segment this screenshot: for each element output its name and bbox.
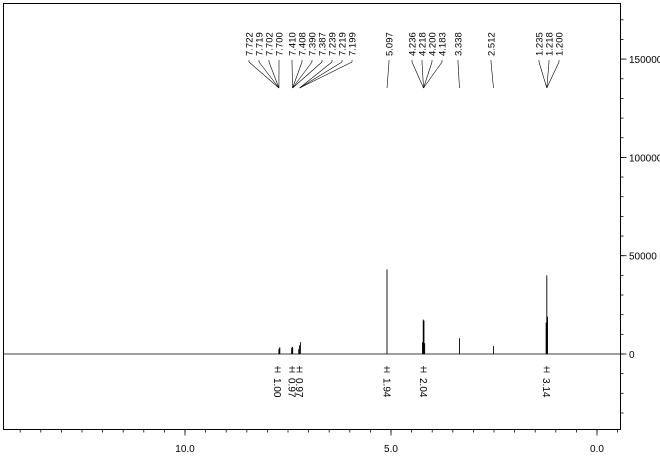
peak-leader xyxy=(299,61,333,89)
peak-label: 7.239 xyxy=(328,32,339,56)
peak-leader xyxy=(292,61,313,89)
peak-label: 7.410 xyxy=(288,32,299,56)
peak-label-leaders xyxy=(248,60,560,89)
peak-label: 4.200 xyxy=(428,32,439,56)
peak-leader xyxy=(457,61,460,89)
peak-label: 7.387 xyxy=(318,32,329,56)
peak-label: 5.097 xyxy=(385,32,396,56)
peak-leader xyxy=(546,61,560,89)
peak-leader xyxy=(258,61,280,89)
peak-leader xyxy=(299,61,343,89)
x-axis: 10.0 5.0 0.0 xyxy=(19,429,618,455)
peak-leader xyxy=(386,61,390,89)
integral-value: 0.97 xyxy=(286,378,297,398)
peak-label: 3.338 xyxy=(454,32,465,56)
y-tick-label: 0 xyxy=(629,350,635,361)
integral-value: 3.14 xyxy=(540,378,551,398)
peak-label: 7.722 xyxy=(245,32,256,56)
peak-leader xyxy=(292,61,323,89)
peak-label: 1.200 xyxy=(555,32,566,56)
integrals: 1.00 0.970.97 1.94 2.04 3.14 xyxy=(271,366,551,398)
x-tick-label: 5.0 xyxy=(384,444,398,455)
peak-leader xyxy=(268,61,280,89)
peak-label: 7.390 xyxy=(308,32,319,56)
peak-label: 7.408 xyxy=(298,32,309,56)
peak-labels: 7.722 7.719 7.702 7.700 7.410 7.408 7.390 7.387… xyxy=(245,32,566,56)
peak-label: 7.219 xyxy=(338,32,349,56)
peak-leader xyxy=(248,61,280,89)
y-axis: 150000 100000 50000 0 xyxy=(620,19,660,414)
peak-leader xyxy=(546,61,550,89)
peak-leader xyxy=(411,61,424,89)
plot-frame xyxy=(3,3,621,430)
integral-value: 2.04 xyxy=(417,378,428,398)
integral-value: 1.00 xyxy=(271,378,282,398)
peak-label: 7.700 xyxy=(275,32,286,56)
peak-label: 4.236 xyxy=(408,32,419,56)
integral-value: 0.97 xyxy=(293,378,304,398)
spectrum-peaks xyxy=(278,269,549,354)
peak-label: 7.199 xyxy=(348,32,359,56)
peak-label: 2.512 xyxy=(487,32,498,56)
peak-leader xyxy=(538,61,548,89)
x-tick-label: 0.0 xyxy=(590,444,604,455)
integral-value: 1.94 xyxy=(380,378,391,398)
y-tick-label: 150000 xyxy=(629,55,660,66)
peak-label: 4.183 xyxy=(438,32,449,56)
y-tick-label: 100000 xyxy=(629,153,660,164)
peak-label: 4.218 xyxy=(418,32,429,56)
peak-leader xyxy=(423,61,443,89)
y-tick-label: 50000 xyxy=(629,252,657,263)
peak-leader xyxy=(291,61,293,89)
peak-label: 1.235 xyxy=(535,32,546,56)
peak-leader xyxy=(421,61,424,89)
peak-leader xyxy=(299,61,353,89)
peak-label: 7.719 xyxy=(255,32,266,56)
peak-label: 7.702 xyxy=(265,32,276,56)
x-tick-label: 10.0 xyxy=(175,444,195,455)
peak-label: 1.218 xyxy=(545,32,556,56)
peak-leader xyxy=(490,61,494,89)
peak-leader xyxy=(423,61,433,89)
peak-leader xyxy=(292,61,303,89)
